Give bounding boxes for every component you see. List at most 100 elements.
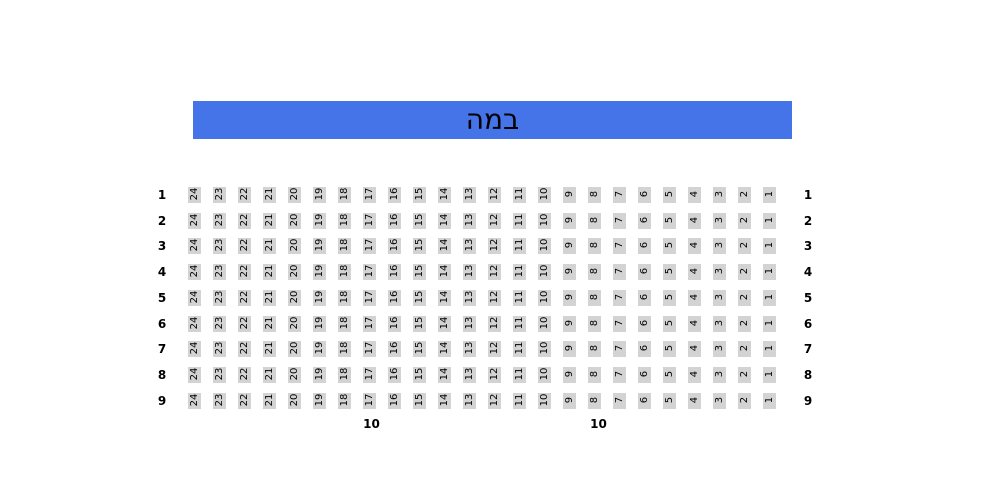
seat[interactable]: 20	[288, 238, 301, 255]
seat[interactable]: 6	[638, 238, 651, 255]
seat[interactable]: 5	[663, 366, 676, 383]
seat[interactable]: 23	[213, 212, 226, 229]
seat[interactable]: 22	[238, 238, 251, 255]
seat[interactable]: 5	[663, 341, 676, 358]
seat[interactable]: 13	[463, 341, 476, 358]
seat[interactable]: 18	[338, 238, 351, 255]
seat[interactable]: 17	[363, 238, 376, 255]
seat[interactable]: 3	[713, 187, 726, 203]
seat[interactable]: 10	[538, 289, 551, 306]
seat[interactable]: 13	[463, 238, 476, 255]
seat[interactable]: 18	[338, 212, 351, 229]
seat[interactable]: 9	[563, 212, 576, 229]
seat[interactable]: 20	[288, 315, 301, 332]
seat[interactable]: 24	[188, 289, 201, 306]
seat[interactable]: 2	[738, 341, 751, 358]
seat[interactable]: 8	[588, 238, 601, 255]
seat[interactable]: 2	[738, 187, 751, 203]
seat[interactable]: 17	[363, 366, 376, 383]
seat[interactable]: 9	[563, 366, 576, 383]
seat[interactable]: 22	[238, 212, 251, 229]
seat[interactable]: 20	[288, 341, 301, 358]
seat[interactable]: 19	[313, 238, 326, 255]
seat[interactable]: 23	[213, 187, 226, 203]
seat[interactable]: 15	[413, 366, 426, 383]
seat[interactable]: 14	[438, 238, 451, 255]
seat[interactable]: 13	[463, 212, 476, 229]
seat[interactable]: 6	[638, 212, 651, 229]
seat[interactable]: 20	[288, 392, 301, 409]
seat[interactable]: 11	[513, 315, 526, 332]
seat[interactable]: 24	[188, 341, 201, 358]
seat[interactable]: 18	[338, 264, 351, 281]
seat[interactable]: 14	[438, 187, 451, 203]
seat[interactable]: 21	[263, 366, 276, 383]
seat[interactable]: 19	[313, 264, 326, 281]
seat[interactable]: 15	[413, 187, 426, 203]
seat[interactable]: 7	[613, 341, 626, 358]
seat[interactable]: 23	[213, 366, 226, 383]
seat[interactable]: 12	[488, 264, 501, 281]
seat[interactable]: 7	[613, 289, 626, 306]
seat[interactable]: 20	[288, 187, 301, 203]
seat[interactable]: 20	[288, 264, 301, 281]
seat[interactable]: 16	[388, 341, 401, 358]
seat[interactable]: 8	[588, 264, 601, 281]
seat[interactable]: 6	[638, 264, 651, 281]
seat[interactable]: 14	[438, 315, 451, 332]
seat[interactable]: 4	[688, 392, 701, 409]
seat[interactable]: 1	[763, 212, 776, 229]
seat[interactable]: 16	[388, 366, 401, 383]
seat[interactable]: 21	[263, 264, 276, 281]
seat[interactable]: 24	[188, 366, 201, 383]
seat[interactable]: 17	[363, 289, 376, 306]
seat[interactable]: 1	[763, 289, 776, 306]
seat[interactable]: 15	[413, 289, 426, 306]
seat[interactable]: 15	[413, 212, 426, 229]
seat[interactable]: 13	[463, 289, 476, 306]
seat[interactable]: 12	[488, 187, 501, 203]
seat[interactable]: 3	[713, 289, 726, 306]
seat[interactable]: 15	[413, 238, 426, 255]
seat[interactable]: 4	[688, 315, 701, 332]
seat[interactable]: 24	[188, 212, 201, 229]
seat[interactable]: 21	[263, 238, 276, 255]
seat[interactable]: 15	[413, 392, 426, 409]
seat[interactable]: 11	[513, 212, 526, 229]
seat[interactable]: 11	[513, 289, 526, 306]
seat[interactable]: 21	[263, 289, 276, 306]
seat[interactable]: 3	[713, 341, 726, 358]
seat[interactable]: 13	[463, 315, 476, 332]
seat[interactable]: 9	[563, 315, 576, 332]
seat[interactable]: 17	[363, 264, 376, 281]
seat[interactable]: 19	[313, 341, 326, 358]
seat[interactable]: 22	[238, 315, 251, 332]
seat[interactable]: 10	[538, 315, 551, 332]
seat[interactable]: 2	[738, 366, 751, 383]
seat[interactable]: 6	[638, 341, 651, 358]
seat[interactable]: 7	[613, 187, 626, 203]
seat[interactable]: 9	[563, 289, 576, 306]
seat[interactable]: 10	[538, 341, 551, 358]
seat[interactable]: 11	[513, 187, 526, 203]
seat[interactable]: 22	[238, 289, 251, 306]
seat[interactable]: 13	[463, 366, 476, 383]
seat[interactable]: 2	[738, 264, 751, 281]
seat[interactable]: 1	[763, 366, 776, 383]
seat[interactable]: 1	[763, 341, 776, 358]
seat[interactable]: 22	[238, 392, 251, 409]
seat[interactable]: 14	[438, 212, 451, 229]
seat[interactable]: 1	[763, 315, 776, 332]
seat[interactable]: 11	[513, 238, 526, 255]
seat[interactable]: 8	[588, 392, 601, 409]
seat[interactable]: 8	[588, 315, 601, 332]
seat[interactable]: 11	[513, 264, 526, 281]
seat[interactable]: 21	[263, 212, 276, 229]
seat[interactable]: 22	[238, 341, 251, 358]
seat[interactable]: 21	[263, 315, 276, 332]
seat[interactable]: 6	[638, 289, 651, 306]
seat[interactable]: 5	[663, 238, 676, 255]
seat[interactable]: 20	[288, 289, 301, 306]
seat[interactable]: 5	[663, 315, 676, 332]
seat[interactable]: 21	[263, 187, 276, 203]
